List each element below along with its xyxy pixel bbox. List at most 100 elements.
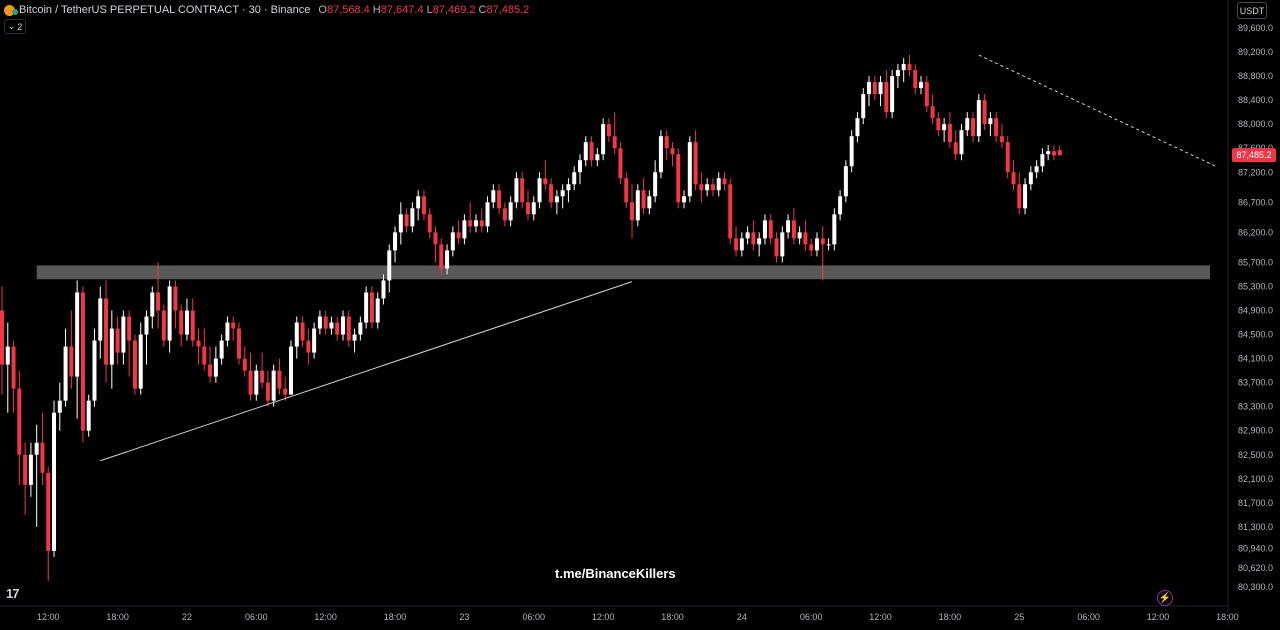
candle	[329, 316, 334, 335]
x-tick-label: 12:00	[314, 612, 337, 622]
candle-body	[699, 184, 704, 191]
candle-body	[225, 322, 230, 341]
candle-body	[780, 232, 785, 257]
candle-body	[797, 232, 802, 239]
candle	[814, 232, 819, 257]
candle-body	[768, 220, 773, 239]
candle	[635, 184, 640, 227]
candle-body	[11, 346, 16, 389]
candle	[687, 136, 692, 203]
candle	[433, 226, 438, 263]
candle	[890, 70, 895, 119]
candle-body	[144, 316, 149, 335]
candle-body	[965, 118, 970, 131]
candle-body	[774, 238, 779, 257]
candle-body	[317, 316, 322, 329]
lightning-icon[interactable]: ⚡	[1157, 590, 1173, 606]
candle	[213, 346, 218, 383]
candle-body	[572, 172, 577, 185]
candle-body	[520, 178, 525, 203]
candle	[225, 316, 230, 347]
candle	[849, 130, 854, 173]
candle-body	[421, 196, 426, 215]
candle	[300, 316, 305, 347]
candle-body	[5, 346, 10, 365]
candle-body	[375, 298, 380, 323]
candle	[485, 196, 490, 233]
candle	[583, 136, 588, 167]
descending-resistance-trendline[interactable]	[978, 54, 1217, 167]
candle	[387, 244, 392, 293]
candle-body	[630, 202, 635, 221]
candle-body	[75, 292, 80, 377]
candle-body	[936, 118, 941, 131]
candle	[28, 442, 33, 497]
candle	[1005, 136, 1010, 179]
candle-body	[294, 322, 299, 347]
candle	[161, 304, 166, 347]
symbol-header[interactable]: Bitcoin / TetherUS PERPETUAL CONTRACT · …	[4, 2, 532, 18]
candle-body	[1017, 184, 1022, 209]
symbol-title[interactable]: Bitcoin / TetherUS PERPETUAL CONTRACT · …	[19, 4, 311, 16]
candle	[872, 76, 877, 101]
candle-body	[260, 370, 265, 383]
candle	[346, 310, 351, 347]
candle-body	[676, 154, 681, 203]
candle	[595, 148, 600, 167]
x-tick-label: 18:00	[106, 612, 129, 622]
candle-body	[46, 472, 51, 551]
candle-body	[127, 316, 132, 341]
candle	[1057, 145, 1062, 157]
indicators-toggle-button[interactable]: ⌄ 2	[4, 19, 26, 34]
candle	[260, 352, 265, 389]
candle	[410, 202, 415, 233]
candle	[936, 112, 941, 137]
candle	[254, 364, 259, 401]
candle	[236, 322, 241, 365]
candle	[994, 112, 999, 143]
candle-body	[208, 364, 213, 377]
candle	[317, 310, 322, 335]
chevron-down-icon: ⌄	[7, 21, 16, 31]
candle-body	[202, 346, 207, 365]
candle-body	[624, 178, 629, 203]
y-tick-label: 85,700.0	[1238, 257, 1273, 267]
candle	[531, 196, 536, 221]
support-zone[interactable]	[36, 265, 1211, 280]
candle-body	[999, 136, 1004, 143]
candle-body	[988, 118, 993, 125]
high-label: H	[372, 4, 381, 16]
tradingview-logo-icon[interactable]: 17	[6, 586, 20, 601]
ascending-support-trendline[interactable]	[100, 281, 633, 462]
candle	[826, 238, 831, 251]
candle	[5, 322, 10, 413]
candle-body	[670, 148, 675, 155]
y-tick-label: 82,100.0	[1238, 474, 1273, 484]
candle-body	[150, 292, 155, 317]
candle-body	[104, 298, 109, 365]
candle-body	[312, 328, 317, 353]
candle-body	[1023, 184, 1028, 209]
candle-body	[156, 292, 161, 311]
candle-body	[254, 370, 259, 395]
currency-button[interactable]: USDT	[1237, 2, 1267, 19]
candle	[450, 226, 455, 257]
candle	[520, 172, 525, 209]
candle-body	[445, 250, 450, 269]
candle-body	[219, 340, 224, 359]
candle	[364, 286, 369, 329]
watermark-text: t.me/BinanceKillers	[555, 566, 676, 581]
last-price-label: 87,485.2	[1232, 148, 1276, 163]
candle	[919, 76, 924, 95]
candle-body	[450, 232, 455, 251]
candle	[566, 178, 571, 203]
candle-body	[959, 130, 964, 155]
candle-body	[682, 196, 687, 203]
candle	[502, 202, 507, 227]
candle	[971, 112, 976, 143]
y-tick-label: 88,000.0	[1238, 119, 1273, 129]
bitcoin-icon	[4, 4, 18, 16]
candle	[283, 376, 288, 401]
